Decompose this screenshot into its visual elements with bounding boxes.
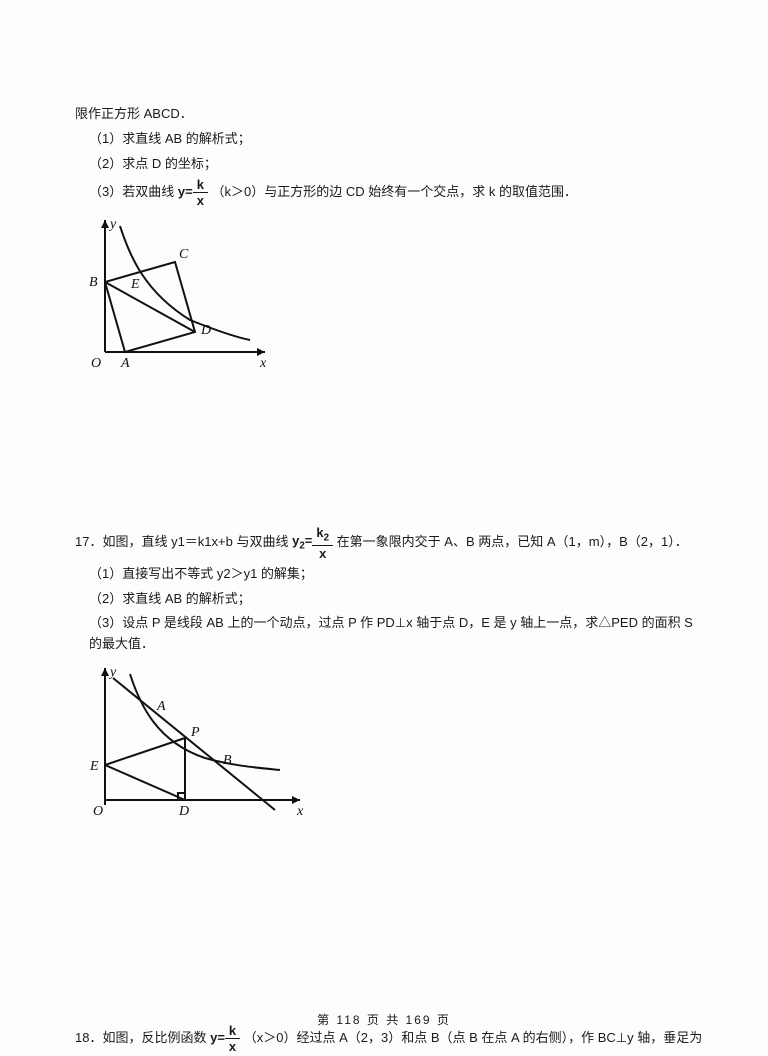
top-line-1: （1）求直线 AB 的解析式； [75, 129, 693, 150]
text: 在第一象限内交于 A、B 两点，已知 A（1，m），B（2，1）． [337, 535, 688, 550]
label-P: P [190, 725, 200, 740]
figure-line-hyperbola: y x O A B E P D [75, 660, 315, 820]
text: 17．如图，直线 y1＝k1x+b 与双曲线 [75, 535, 288, 550]
figure-square-abcd: y x O A B C D E [75, 212, 275, 372]
numer: k2 [312, 526, 333, 545]
label-O: O [93, 804, 103, 819]
fraction: kx [193, 178, 208, 207]
text: 18．如图，反比例函数 [75, 1030, 206, 1045]
page-footer: 第 118 页 共 169 页 [0, 1011, 768, 1028]
fraction: k2x [312, 526, 333, 559]
fraction: kx [225, 1024, 240, 1053]
denom: x [312, 546, 333, 560]
label-B: B [89, 275, 98, 290]
formula-y2: y2= [292, 531, 312, 554]
denom: x [225, 1039, 240, 1053]
top-line-0: 限作正方形 ABCD． [75, 104, 693, 125]
label-C: C [179, 247, 189, 262]
label-D: D [200, 323, 211, 338]
label-B: B [223, 753, 232, 768]
denom: x [193, 193, 208, 207]
p17-lead: 17．如图，直线 y1＝k1x+b 与双曲线 y2=k2x 在第一象限内交于 A… [75, 526, 693, 559]
label-A: A [156, 699, 166, 714]
formula-y: y= [210, 1028, 225, 1049]
text: （3）若双曲线 [89, 184, 174, 199]
text: （k＞0）与正方形的边 CD 始终有一个交点，求 k 的取值范围． [212, 184, 577, 199]
spacing [75, 820, 693, 1020]
label-O: O [91, 356, 101, 371]
label-E: E [130, 277, 140, 292]
p18-lead: 18．如图，反比例函数 y=kx （x＞0）经过点 A（2，3）和点 B（点 B… [75, 1024, 693, 1053]
page: 限作正方形 ABCD． （1）求直线 AB 的解析式； （2）求点 D 的坐标；… [0, 0, 768, 1056]
label-D: D [178, 804, 189, 819]
spacing [75, 372, 693, 522]
label-E: E [89, 759, 99, 774]
label-x: x [296, 804, 304, 819]
formula-y: y= [178, 182, 193, 203]
text: （x＞0）经过点 A（2，3）和点 B（点 B 在点 A 的右侧），作 BC⊥y… [244, 1030, 702, 1045]
p17-l3: （3）设点 P 是线段 AB 上的一个动点，过点 P 作 PD⊥x 轴于点 D，… [75, 613, 693, 655]
top-line-3: （3）若双曲线 y=kx （k＞0）与正方形的边 CD 始终有一个交点，求 k … [75, 178, 693, 207]
label-y: y [108, 665, 117, 680]
label-A: A [120, 356, 130, 371]
top-line-2: （2）求点 D 的坐标； [75, 154, 693, 175]
label-y: y [108, 217, 117, 232]
p17-l2: （2）求直线 AB 的解析式； [75, 589, 693, 610]
p17-l1: （1）直接写出不等式 y2＞y1 的解集； [75, 564, 693, 585]
numer: k [193, 178, 208, 193]
label-x: x [259, 356, 267, 371]
